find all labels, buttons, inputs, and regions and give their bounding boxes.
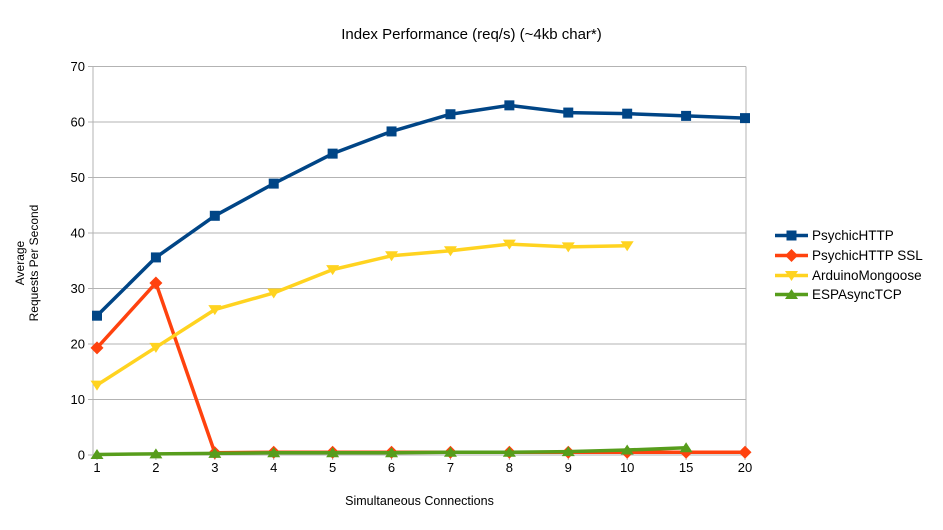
marker-arduinomongoose-x4 <box>267 288 281 299</box>
y-tick-label-60: 60 <box>71 115 85 130</box>
x-tick-label-1: 1 <box>93 460 100 475</box>
marker-psychichttp-x9 <box>563 107 574 118</box>
x-tick-label-9: 9 <box>565 460 572 475</box>
legend-swatch-arduinomongoose-icon <box>775 270 808 281</box>
y-tick-label-70: 70 <box>71 59 85 74</box>
marker-espasynctcp-x4 <box>267 447 281 458</box>
marker-psychichttp-x8 <box>504 100 515 111</box>
marker-psychichttp-x4 <box>268 178 279 189</box>
diamond-marker-icon <box>785 249 798 263</box>
legend-item-espasynctcp: ESPAsyncTCP <box>774 285 923 305</box>
marker-psychichttp-ssl-x2 <box>149 276 163 290</box>
x-tick-label-5: 5 <box>329 460 336 475</box>
marker-espasynctcp-x7 <box>443 446 457 457</box>
legend-swatch-psychichttp-icon <box>775 230 808 241</box>
marker-psychichttp-x20 <box>740 113 750 124</box>
x-tick-label-2: 2 <box>152 460 159 475</box>
series-line-psychichttp-ssl <box>95 281 747 455</box>
y-tick-label-20: 20 <box>71 337 85 352</box>
legend-label-psychichttp-ssl: PsychicHTTP SSL <box>812 248 923 264</box>
marker-psychichttp-x5 <box>327 148 338 159</box>
x-tick-label-7: 7 <box>447 460 454 475</box>
triangle-down-marker-icon <box>785 270 798 281</box>
legend-label-espasynctcp: ESPAsyncTCP <box>812 287 902 303</box>
x-tick-label-15: 15 <box>679 460 693 475</box>
legend-item-psychichttp-ssl: PsychicHTTP SSL <box>774 246 923 266</box>
marker-psychichttp-ssl-x20 <box>738 445 752 459</box>
x-tick-label-10: 10 <box>620 460 634 475</box>
marker-psychichttp-x10 <box>622 108 633 119</box>
y-tick-label-30: 30 <box>71 281 85 296</box>
marker-espasynctcp-x3 <box>208 447 222 458</box>
x-tick-label-6: 6 <box>388 460 395 475</box>
marker-espasynctcp-x1 <box>90 448 104 459</box>
marker-espasynctcp-x6 <box>385 447 399 458</box>
y-tick-label-40: 40 <box>71 226 85 241</box>
marker-espasynctcp-x8 <box>502 446 516 457</box>
marker-espasynctcp-x15 <box>679 442 693 453</box>
chart-title: Index Performance (req/s) (~4kb char*) <box>341 26 602 43</box>
legend-item-arduinomongoose: ArduinoMongoose <box>774 265 923 285</box>
marker-arduinomongoose-x10 <box>620 241 634 252</box>
marker-espasynctcp-x5 <box>326 447 340 458</box>
marker-arduinomongoose-x6 <box>385 251 399 262</box>
marker-espasynctcp-x9 <box>561 446 575 457</box>
legend-item-psychichttp: PsychicHTTP <box>774 226 923 246</box>
x-tick-label-4: 4 <box>270 460 277 475</box>
series-line-psychichttp <box>95 103 747 318</box>
marker-psychichttp-x6 <box>386 126 397 137</box>
legend-swatch-psychichttp-ssl-icon <box>775 249 808 263</box>
marker-psychichttp-x7 <box>445 109 456 120</box>
marker-arduinomongoose-x3 <box>208 305 222 316</box>
marker-arduinomongoose-x5 <box>326 265 340 276</box>
marker-arduinomongoose-x1 <box>90 380 104 391</box>
marker-psychichttp-ssl-x1 <box>90 341 104 355</box>
marker-espasynctcp-x2 <box>149 448 163 459</box>
x-axis-title: Simultaneous Connections <box>345 494 494 508</box>
marker-arduinomongoose-x8 <box>502 239 516 250</box>
marker-psychichttp-x1 <box>92 310 102 321</box>
y-tick-label-0: 0 <box>78 448 85 463</box>
x-tick-label-3: 3 <box>211 460 218 475</box>
y-axis-title: Average Requests Per Second <box>13 204 41 322</box>
marker-arduinomongoose-x2 <box>149 342 163 353</box>
x-tick-label-8: 8 <box>506 460 513 475</box>
marker-psychichttp-x3 <box>209 210 220 221</box>
square-marker-icon <box>786 230 797 241</box>
marker-espasynctcp-x10 <box>620 444 634 455</box>
marker-arduinomongoose-x7 <box>443 246 457 257</box>
legend: PsychicHTTP PsychicHTTP SSL ArduinoMongo… <box>774 226 923 305</box>
series-line-arduinomongoose <box>95 242 629 387</box>
x-tick-label-20: 20 <box>738 460 752 475</box>
legend-swatch-espasynctcp-icon <box>775 289 808 300</box>
y-tick-label-50: 50 <box>71 170 85 185</box>
marker-psychichttp-x15 <box>681 110 692 121</box>
legend-label-psychichttp: PsychicHTTP <box>812 228 894 244</box>
marker-psychichttp-x2 <box>150 252 161 263</box>
triangle-up-marker-icon <box>785 289 798 300</box>
legend-label-arduinomongoose: ArduinoMongoose <box>812 267 922 283</box>
y-tick-label-10: 10 <box>71 392 85 407</box>
marker-arduinomongoose-x9 <box>561 242 575 253</box>
